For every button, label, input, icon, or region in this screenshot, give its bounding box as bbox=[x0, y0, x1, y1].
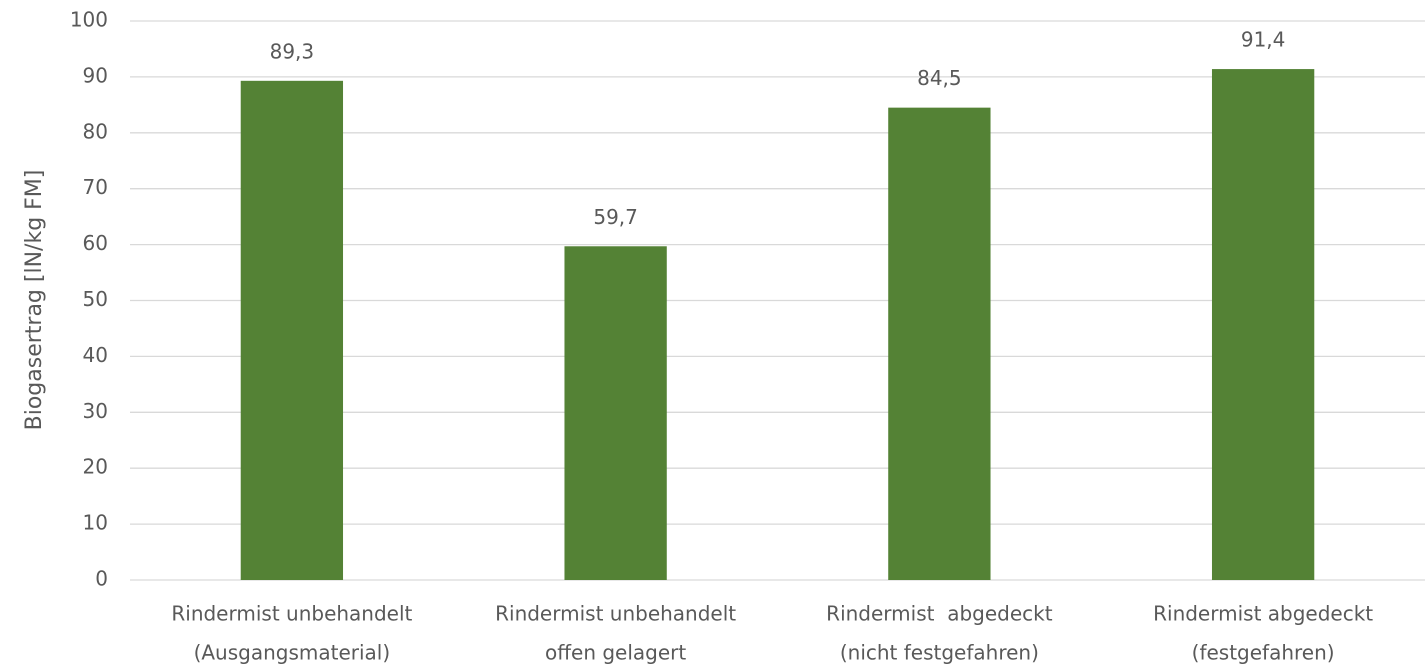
y-tick-label: 40 bbox=[83, 343, 108, 367]
data-label: 84,5 bbox=[917, 66, 962, 90]
bar bbox=[240, 80, 344, 581]
y-tick-label: 100 bbox=[70, 8, 108, 32]
y-tick-label: 60 bbox=[83, 231, 108, 255]
y-tick-label: 20 bbox=[83, 455, 108, 479]
bar bbox=[564, 246, 667, 581]
y-tick-label: 90 bbox=[83, 63, 108, 87]
data-label: 89,3 bbox=[270, 39, 315, 63]
y-tick-label: 50 bbox=[83, 287, 108, 311]
bar bbox=[888, 107, 991, 581]
x-tick-label: Rindermist unbehandelt bbox=[171, 602, 412, 626]
y-tick-label: 80 bbox=[83, 119, 108, 143]
data-label: 91,4 bbox=[1241, 28, 1286, 52]
y-axis-label: Biogasertrag [lN/kg FM] bbox=[22, 170, 47, 431]
x-tick-label: offen gelagert bbox=[545, 641, 686, 665]
x-tick-label: (nicht festgefahren) bbox=[840, 641, 1039, 665]
y-tick-label: 70 bbox=[83, 175, 108, 199]
data-label: 59,7 bbox=[593, 205, 638, 229]
x-tick-label: Rindermist abgedeckt bbox=[1153, 602, 1373, 626]
x-tick-label: (Ausgangsmaterial) bbox=[194, 641, 391, 665]
x-tick-label: (festgefahren) bbox=[1192, 641, 1335, 665]
bar bbox=[1211, 69, 1315, 580]
x-tick-label: Rindermist abgedeckt bbox=[826, 602, 1053, 626]
x-tick-label: Rindermist unbehandelt bbox=[495, 602, 736, 626]
y-tick-label: 30 bbox=[83, 399, 108, 423]
y-tick-label: 10 bbox=[83, 511, 108, 535]
y-tick-label: 0 bbox=[95, 567, 108, 591]
